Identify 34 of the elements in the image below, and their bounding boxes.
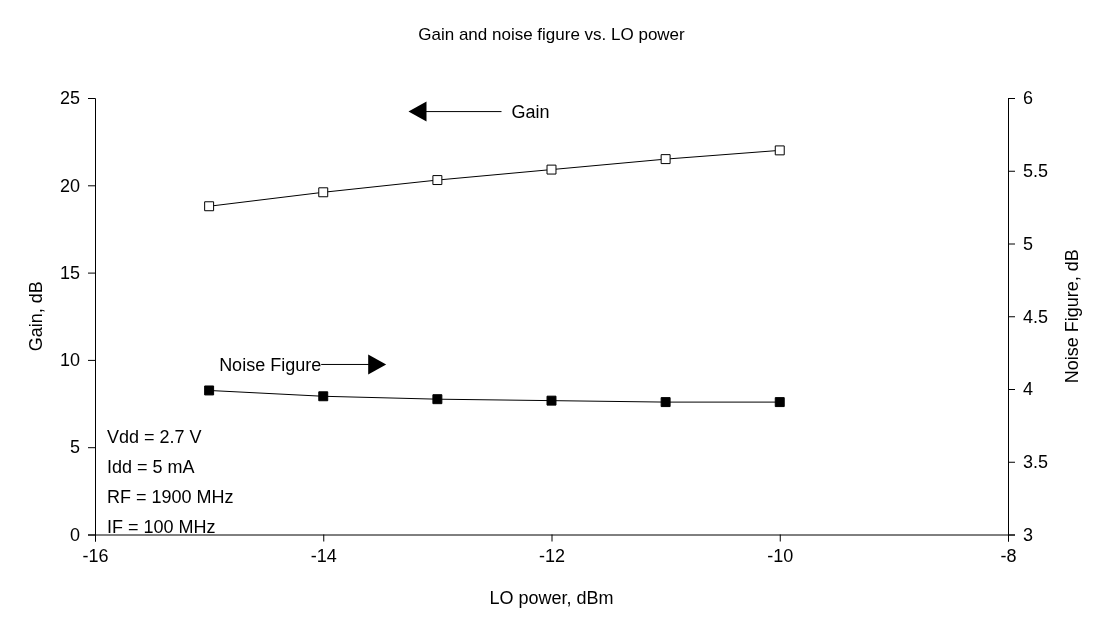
y2-tick-label: 4 bbox=[1023, 379, 1034, 400]
point bbox=[774, 145, 785, 156]
y2-tick-label: 4.5 bbox=[1023, 306, 1049, 327]
legend-label: Gain bbox=[511, 101, 550, 122]
chart-title: Gain and noise figure vs. LO power bbox=[418, 25, 686, 44]
annotation: Vdd = 2.7 V bbox=[107, 427, 202, 447]
annotation: IF = 100 MHz bbox=[107, 517, 216, 537]
y2-tick-label: 6 bbox=[1023, 88, 1034, 109]
y2-tick-label: 5.5 bbox=[1023, 161, 1049, 182]
x-tick-label: -16 bbox=[82, 546, 109, 567]
y-tick-label: 5 bbox=[69, 437, 80, 458]
y-tick-label: 10 bbox=[59, 350, 80, 371]
y-tick-label: 0 bbox=[69, 524, 80, 545]
x-tick-label: -14 bbox=[310, 546, 337, 567]
y2-axis-title: Noise Figure, dB bbox=[1062, 249, 1082, 384]
series-label: Noise Figure bbox=[219, 354, 322, 375]
y2-tick-label: 5 bbox=[1023, 233, 1034, 254]
y2-tick-label: 3 bbox=[1023, 524, 1034, 545]
x-tick-label: -10 bbox=[767, 546, 794, 567]
point bbox=[432, 175, 443, 186]
y-axis-title: Gain, dB bbox=[26, 281, 46, 352]
point bbox=[318, 187, 329, 198]
annotation: Idd = 5 mA bbox=[107, 457, 195, 477]
y2-tick-label: 3.5 bbox=[1023, 452, 1049, 473]
y-tick-label: 25 bbox=[59, 88, 80, 109]
x-axis-title: LO power, dBm bbox=[489, 588, 614, 608]
point bbox=[204, 201, 215, 212]
y-tick-label: 15 bbox=[59, 262, 80, 283]
annotation: RF = 1900 MHz bbox=[107, 487, 234, 507]
x-tick-label: -12 bbox=[538, 546, 566, 567]
x-tick-label: -8 bbox=[1000, 546, 1017, 567]
y-tick-label: 20 bbox=[59, 175, 80, 196]
point bbox=[660, 154, 671, 165]
point bbox=[546, 164, 557, 175]
